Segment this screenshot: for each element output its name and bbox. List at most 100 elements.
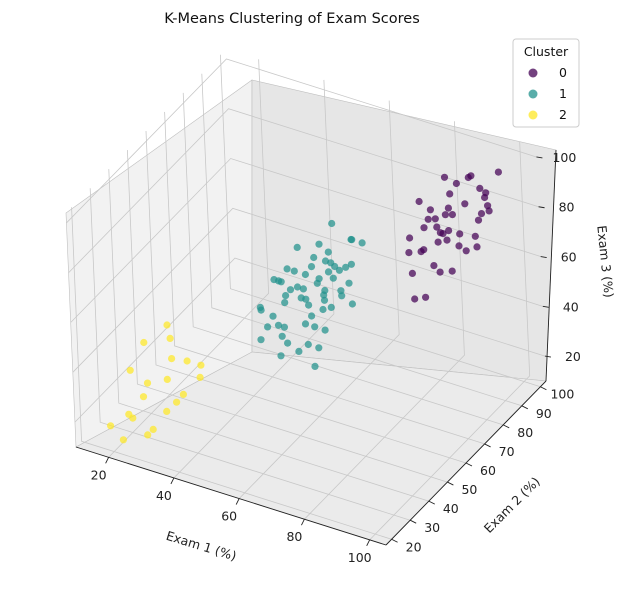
z-tick-label: 20 (565, 349, 581, 364)
data-point-cluster-2 (183, 357, 191, 365)
data-point-cluster-1 (280, 323, 288, 331)
data-point-cluster-2 (163, 375, 171, 383)
z-tick-label: 60 (561, 250, 577, 265)
y-tick-label: 20 (406, 539, 422, 554)
data-point-cluster-1 (321, 326, 329, 334)
x-tick-mark (235, 498, 240, 505)
data-point-cluster-1 (327, 303, 335, 311)
data-point-cluster-0 (473, 243, 481, 251)
x-tick-mark (105, 457, 110, 464)
data-point-cluster-1 (293, 283, 302, 291)
data-point-cluster-0 (455, 242, 463, 250)
x-tick-label: 60 (221, 509, 237, 524)
legend-marker-cluster-1 (528, 89, 538, 99)
data-point-cluster-1 (257, 306, 265, 314)
data-point-cluster-1 (358, 239, 366, 247)
data-point-cluster-0 (444, 204, 452, 212)
y-tick-mark (428, 500, 435, 505)
data-point-cluster-1 (283, 265, 291, 273)
data-point-cluster-0 (471, 232, 479, 240)
y-tick-label: 40 (443, 501, 459, 516)
data-point-cluster-1 (324, 268, 333, 276)
data-point-cluster-1 (293, 243, 301, 251)
data-point-cluster-1 (319, 305, 327, 314)
data-point-cluster-1 (299, 285, 307, 293)
x-tick-label: 40 (156, 488, 172, 503)
data-point-cluster-0 (405, 249, 413, 257)
data-point-cluster-0 (485, 207, 493, 215)
data-point-cluster-1 (274, 321, 283, 329)
data-point-cluster-1 (282, 292, 290, 300)
data-point-cluster-2 (196, 373, 204, 381)
data-point-cluster-1 (275, 277, 283, 285)
grid-line-y (145, 130, 467, 464)
x-tick-label: 80 (286, 529, 302, 544)
data-point-cluster-0 (431, 215, 439, 223)
data-point-cluster-1 (348, 236, 356, 244)
data-point-cluster-0 (430, 262, 438, 270)
z-axis-label: Exam 3 (%) (594, 225, 617, 299)
y-tick-mark (484, 443, 491, 448)
legend-label-cluster-0: 0 (559, 65, 567, 80)
data-point-cluster-2 (144, 431, 152, 439)
y-tick-mark (409, 519, 417, 524)
legend-label-cluster-2: 2 (559, 107, 567, 122)
data-point-cluster-0 (448, 211, 456, 219)
data-point-cluster-0 (443, 236, 451, 244)
data-point-cluster-1 (284, 339, 292, 347)
data-point-cluster-1 (345, 279, 353, 287)
data-point-cluster-0 (424, 215, 432, 223)
grid-line-y (89, 188, 411, 521)
x-tick-mark (301, 519, 305, 526)
data-point-cluster-1 (320, 291, 328, 299)
y-tick-label: 70 (499, 444, 515, 459)
data-point-cluster-0 (420, 246, 428, 254)
grid-line-x (238, 100, 400, 499)
data-point-cluster-1 (338, 292, 346, 300)
data-point-cluster-2 (107, 422, 115, 430)
data-point-cluster-1 (290, 267, 298, 275)
data-point-cluster-1 (321, 257, 330, 265)
data-point-cluster-1 (277, 352, 285, 360)
data-point-cluster-1 (278, 332, 286, 340)
data-point-cluster-0 (408, 269, 416, 277)
data-point-cluster-2 (140, 338, 148, 347)
data-point-cluster-1 (281, 299, 289, 307)
data-point-cluster-1 (315, 275, 323, 283)
data-point-cluster-1 (342, 263, 350, 271)
data-point-cluster-1 (311, 362, 319, 370)
data-point-cluster-0 (436, 229, 444, 237)
data-point-cluster-0 (477, 210, 486, 218)
y-tick-mark (391, 538, 398, 543)
y-tick-mark (540, 386, 547, 391)
x-axis-line (75, 446, 387, 546)
grid-line-x (173, 79, 335, 479)
grid-line-y (220, 54, 541, 388)
z-tick-label: 40 (563, 299, 579, 314)
grid-line-x (369, 141, 531, 541)
data-point-cluster-1 (335, 266, 343, 274)
data-point-cluster-0 (452, 179, 460, 188)
pane-walls (65, 79, 557, 546)
data-point-cluster-2 (149, 425, 157, 433)
z-tick-mark (538, 206, 545, 209)
data-point-cluster-1 (308, 312, 316, 320)
data-point-cluster-1 (257, 336, 265, 344)
y-tick-mark (447, 481, 454, 486)
data-points (107, 168, 502, 444)
data-point-cluster-2 (166, 334, 174, 342)
data-point-cluster-2 (168, 355, 176, 363)
y-tick-label: 60 (480, 463, 496, 478)
data-point-cluster-1 (315, 240, 323, 248)
legend: Cluster 0 1 2 (512, 38, 580, 128)
data-point-cluster-2 (139, 393, 148, 401)
data-point-cluster-0 (426, 206, 434, 214)
z-tick-mark (544, 355, 552, 358)
data-point-cluster-1 (301, 320, 310, 328)
data-point-cluster-0 (441, 211, 449, 219)
data-point-cluster-1 (328, 219, 336, 228)
data-point-cluster-1 (329, 274, 337, 282)
x-tick-label: 20 (91, 467, 107, 482)
y-tick-label: 90 (536, 406, 552, 421)
